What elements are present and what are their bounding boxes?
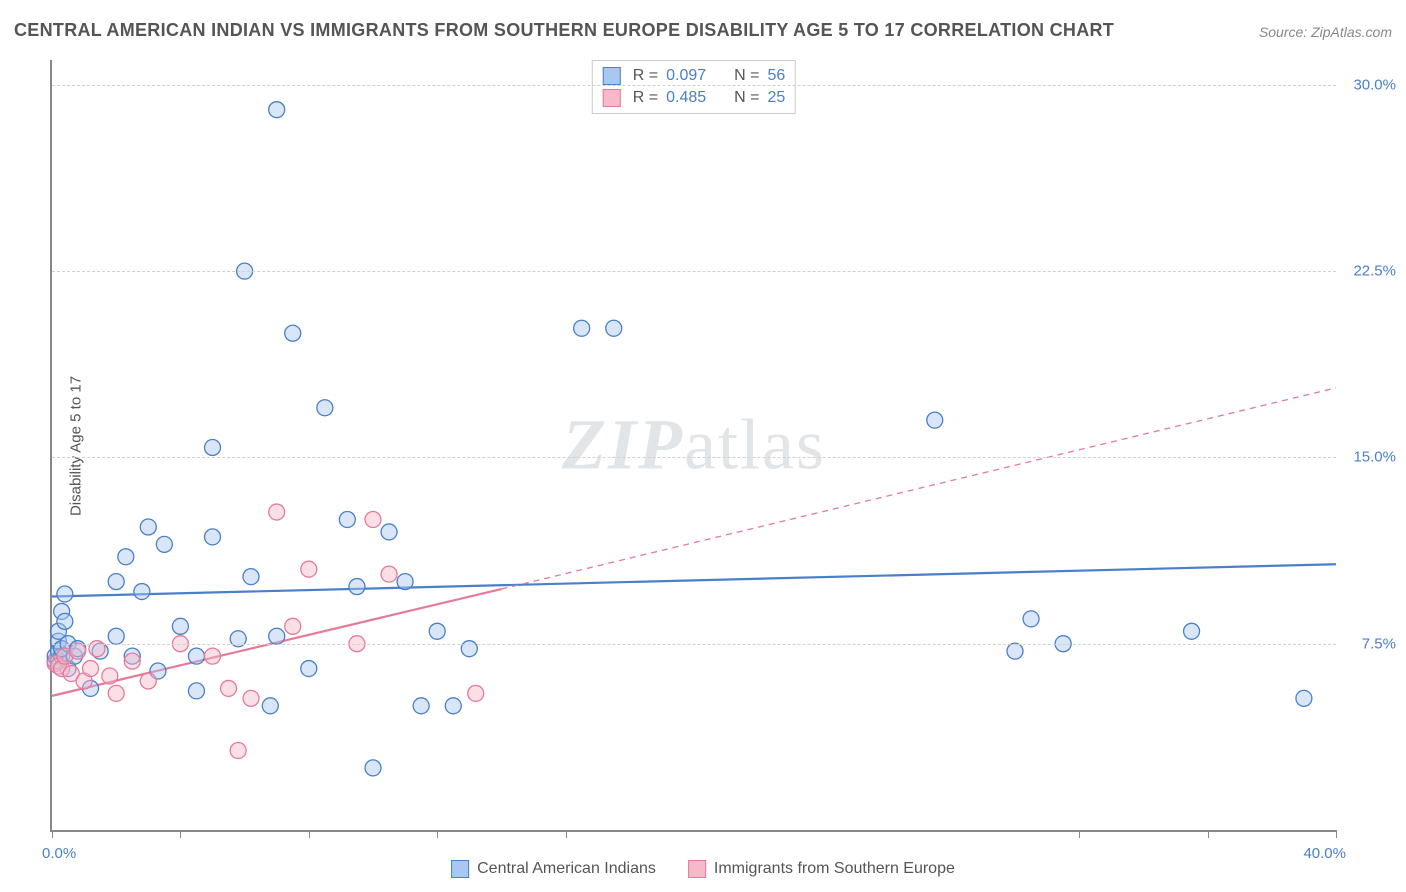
legend-swatch-icon: [688, 860, 706, 878]
x-tick: [437, 830, 438, 838]
legend-series: Central American Indians Immigrants from…: [439, 860, 967, 878]
data-point: [606, 320, 622, 336]
data-point: [140, 673, 156, 689]
data-point: [285, 325, 301, 341]
x-tick: [180, 830, 181, 838]
data-point: [108, 685, 124, 701]
legend-swatch-icon: [451, 860, 469, 878]
data-point: [1296, 690, 1312, 706]
trend-line: [501, 388, 1336, 589]
data-point: [397, 574, 413, 590]
data-point: [349, 579, 365, 595]
data-point: [156, 536, 172, 552]
data-point: [108, 628, 124, 644]
data-point: [140, 519, 156, 535]
data-point: [134, 584, 150, 600]
gridline: [52, 85, 1336, 86]
data-point: [468, 685, 484, 701]
data-point: [108, 574, 124, 590]
x-tick: [309, 830, 310, 838]
data-point: [285, 618, 301, 634]
x-axis-max-label: 40.0%: [1303, 845, 1346, 862]
x-tick: [1208, 830, 1209, 838]
data-point: [70, 643, 86, 659]
data-point: [574, 320, 590, 336]
data-point: [381, 566, 397, 582]
data-point: [381, 524, 397, 540]
data-point: [1184, 623, 1200, 639]
legend-series-label: Central American Indians: [477, 860, 656, 878]
legend-series-item: Immigrants from Southern Europe: [688, 860, 955, 878]
data-point: [124, 653, 140, 669]
gridline: [52, 457, 1336, 458]
data-point: [221, 680, 237, 696]
data-point: [188, 648, 204, 664]
data-point: [269, 102, 285, 118]
data-point: [445, 698, 461, 714]
y-tick-label: 15.0%: [1353, 449, 1396, 466]
x-tick: [1336, 830, 1337, 838]
y-tick-label: 22.5%: [1353, 263, 1396, 280]
data-point: [205, 529, 221, 545]
x-tick: [566, 830, 567, 838]
gridline: [52, 271, 1336, 272]
source-label: Source: ZipAtlas.com: [1259, 24, 1392, 40]
chart-title: CENTRAL AMERICAN INDIAN VS IMMIGRANTS FR…: [14, 20, 1114, 41]
data-point: [243, 569, 259, 585]
legend-series-item: Central American Indians: [451, 860, 656, 878]
data-point: [429, 623, 445, 639]
x-tick: [52, 830, 53, 838]
x-axis-min-label: 0.0%: [42, 845, 76, 862]
data-point: [1007, 643, 1023, 659]
data-point: [413, 698, 429, 714]
data-point: [317, 400, 333, 416]
data-point: [188, 683, 204, 699]
data-point: [83, 661, 99, 677]
data-point: [243, 690, 259, 706]
data-point: [365, 512, 381, 528]
data-point: [365, 760, 381, 776]
data-point: [172, 618, 188, 634]
data-point: [301, 661, 317, 677]
data-point: [57, 586, 73, 602]
data-point: [102, 668, 118, 684]
data-point: [57, 613, 73, 629]
data-point: [1023, 611, 1039, 627]
data-point: [339, 512, 355, 528]
data-point: [262, 698, 278, 714]
data-point: [301, 561, 317, 577]
plot-svg: [52, 60, 1336, 830]
x-tick: [1079, 830, 1080, 838]
gridline: [52, 644, 1336, 645]
legend-series-label: Immigrants from Southern Europe: [714, 860, 955, 878]
y-tick-label: 7.5%: [1362, 635, 1396, 652]
data-point: [205, 648, 221, 664]
data-point: [205, 439, 221, 455]
data-point: [118, 549, 134, 565]
chart-container: CENTRAL AMERICAN INDIAN VS IMMIGRANTS FR…: [0, 0, 1406, 892]
data-point: [269, 504, 285, 520]
plot-area: ZIPatlas R = 0.097 N = 56 R = 0.485 N = …: [50, 60, 1336, 832]
data-point: [927, 412, 943, 428]
data-point: [269, 628, 285, 644]
y-tick-label: 30.0%: [1353, 76, 1396, 93]
data-point: [230, 743, 246, 759]
